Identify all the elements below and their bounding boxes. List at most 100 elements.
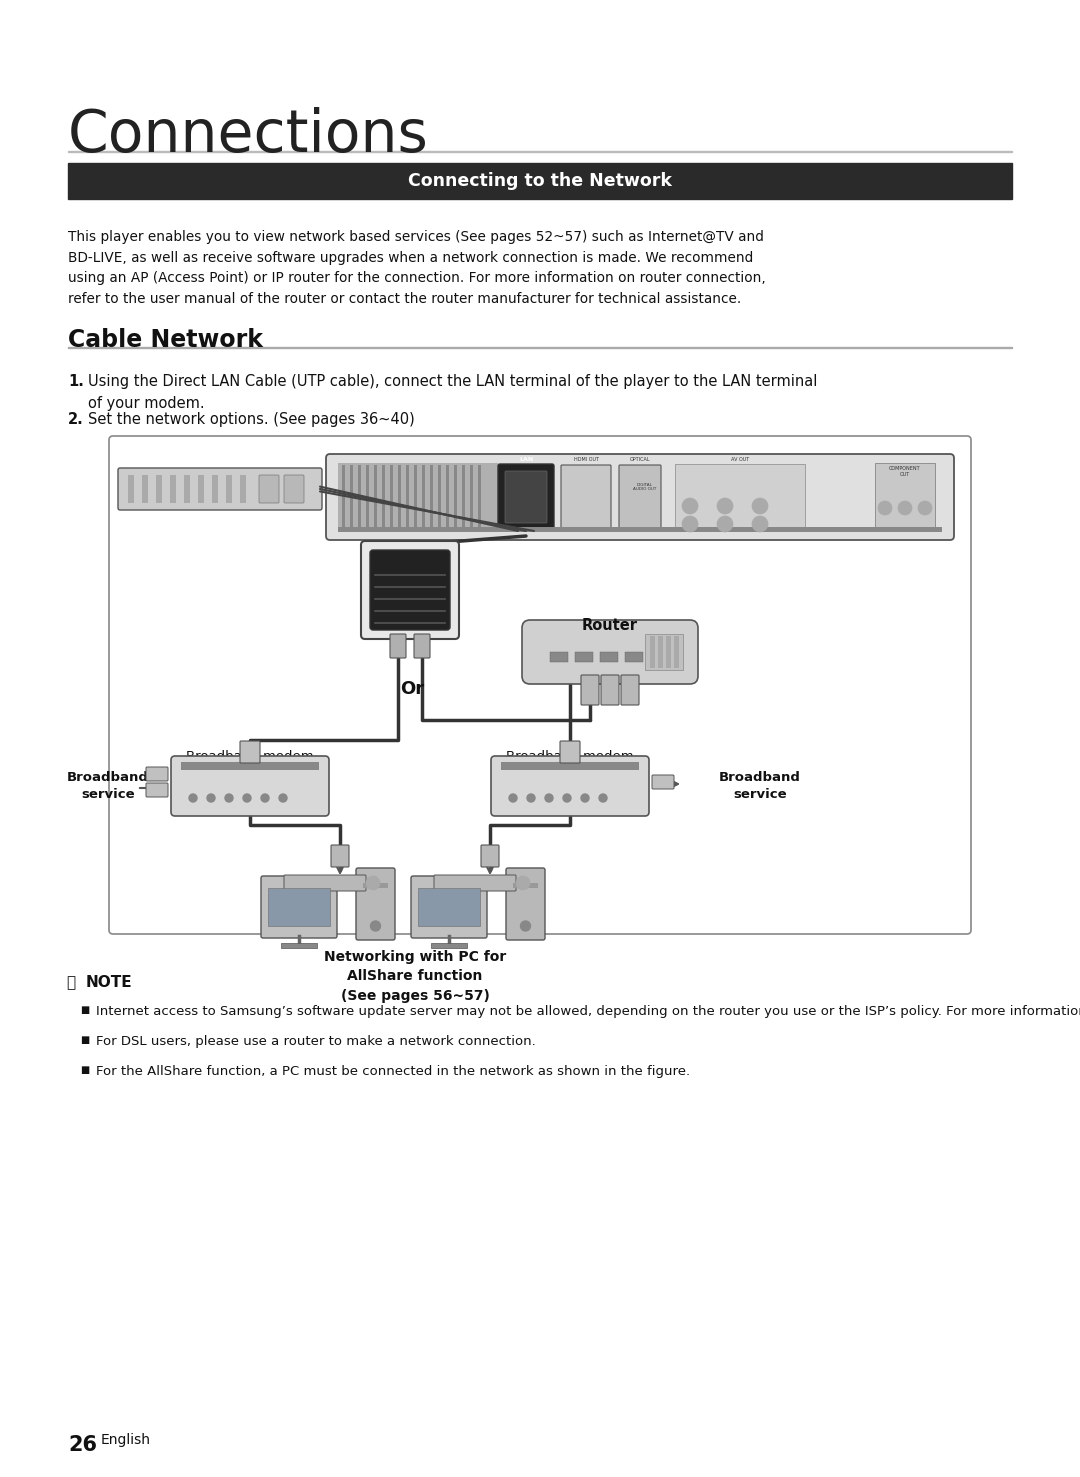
Text: English: English bbox=[102, 1433, 151, 1447]
Bar bbox=[212, 476, 218, 504]
Circle shape bbox=[599, 795, 607, 802]
Bar bbox=[875, 462, 935, 532]
Bar bbox=[342, 465, 345, 529]
Bar bbox=[382, 465, 384, 529]
Bar bbox=[226, 476, 232, 504]
FancyBboxPatch shape bbox=[619, 465, 661, 529]
FancyBboxPatch shape bbox=[259, 476, 279, 504]
Text: ■: ■ bbox=[80, 1035, 90, 1046]
Circle shape bbox=[897, 501, 912, 515]
Circle shape bbox=[279, 795, 287, 802]
Bar bbox=[338, 462, 498, 532]
Bar bbox=[141, 476, 148, 504]
Bar bbox=[666, 637, 671, 668]
Text: Internet access to Samsung’s software update server may not be allowed, dependin: Internet access to Samsung’s software up… bbox=[96, 1004, 1080, 1018]
FancyBboxPatch shape bbox=[414, 634, 430, 657]
Bar bbox=[513, 883, 538, 888]
Text: Cable Network: Cable Network bbox=[68, 328, 264, 352]
FancyBboxPatch shape bbox=[481, 845, 499, 867]
FancyBboxPatch shape bbox=[491, 756, 649, 815]
FancyBboxPatch shape bbox=[522, 620, 698, 684]
FancyBboxPatch shape bbox=[434, 874, 516, 891]
Text: Broadband
service: Broadband service bbox=[67, 771, 149, 801]
Circle shape bbox=[207, 795, 215, 802]
Text: 1.: 1. bbox=[68, 374, 84, 388]
FancyBboxPatch shape bbox=[330, 845, 349, 867]
Circle shape bbox=[366, 876, 380, 891]
FancyBboxPatch shape bbox=[498, 464, 554, 530]
Circle shape bbox=[189, 795, 197, 802]
Text: NOTE: NOTE bbox=[86, 975, 133, 990]
Circle shape bbox=[545, 795, 553, 802]
FancyBboxPatch shape bbox=[356, 868, 395, 939]
FancyBboxPatch shape bbox=[171, 756, 329, 815]
Bar bbox=[170, 476, 176, 504]
Text: Broadband
service: Broadband service bbox=[719, 771, 801, 801]
Bar bbox=[454, 465, 457, 529]
FancyBboxPatch shape bbox=[561, 741, 580, 764]
FancyBboxPatch shape bbox=[326, 453, 954, 541]
FancyBboxPatch shape bbox=[261, 876, 337, 938]
Bar bbox=[422, 465, 426, 529]
Bar bbox=[438, 465, 441, 529]
FancyBboxPatch shape bbox=[652, 775, 674, 789]
Text: LAN: LAN bbox=[518, 456, 534, 462]
Bar bbox=[414, 465, 417, 529]
Bar bbox=[363, 883, 388, 888]
Bar bbox=[68, 162, 1012, 199]
Circle shape bbox=[243, 795, 251, 802]
Circle shape bbox=[521, 922, 530, 931]
FancyBboxPatch shape bbox=[118, 468, 322, 510]
FancyBboxPatch shape bbox=[600, 675, 619, 705]
Bar bbox=[575, 651, 593, 662]
Text: Router: Router bbox=[582, 617, 638, 634]
FancyBboxPatch shape bbox=[284, 476, 303, 504]
Bar bbox=[184, 476, 190, 504]
Bar bbox=[129, 476, 134, 504]
Bar bbox=[281, 942, 318, 948]
Bar bbox=[366, 465, 369, 529]
Circle shape bbox=[370, 922, 380, 931]
Circle shape bbox=[752, 515, 768, 532]
FancyBboxPatch shape bbox=[146, 767, 168, 781]
Bar bbox=[350, 465, 353, 529]
Text: COMPONENT
OUT: COMPONENT OUT bbox=[889, 467, 921, 477]
Bar bbox=[68, 347, 1012, 349]
Text: Broadband modem: Broadband modem bbox=[507, 750, 634, 764]
Text: HDMI OUT: HDMI OUT bbox=[573, 456, 598, 462]
Bar bbox=[645, 634, 683, 671]
Bar bbox=[338, 527, 942, 532]
Text: Using the Direct LAN Cable (UTP cable), connect the LAN terminal of the player t: Using the Direct LAN Cable (UTP cable), … bbox=[87, 374, 818, 411]
Text: Connections: Connections bbox=[68, 106, 429, 164]
Bar bbox=[600, 651, 618, 662]
FancyBboxPatch shape bbox=[411, 876, 487, 938]
FancyBboxPatch shape bbox=[507, 868, 545, 939]
Text: 26: 26 bbox=[68, 1436, 97, 1455]
Text: Or: Or bbox=[400, 679, 424, 699]
Bar bbox=[446, 465, 449, 529]
Bar bbox=[650, 651, 669, 662]
Circle shape bbox=[681, 515, 698, 532]
Bar bbox=[68, 151, 1012, 152]
Bar bbox=[156, 476, 162, 504]
FancyBboxPatch shape bbox=[581, 675, 599, 705]
Bar bbox=[399, 465, 401, 529]
Bar bbox=[674, 637, 679, 668]
Circle shape bbox=[717, 515, 733, 532]
FancyBboxPatch shape bbox=[146, 783, 168, 798]
Bar bbox=[431, 942, 467, 948]
Text: DIGITAL
AUDIO OUT: DIGITAL AUDIO OUT bbox=[633, 483, 657, 492]
Bar bbox=[418, 888, 480, 926]
Text: 2.: 2. bbox=[68, 412, 84, 427]
FancyBboxPatch shape bbox=[390, 634, 406, 657]
Text: OPTICAL: OPTICAL bbox=[630, 456, 650, 462]
FancyBboxPatch shape bbox=[621, 675, 639, 705]
Text: For DSL users, please use a router to make a network connection.: For DSL users, please use a router to ma… bbox=[96, 1035, 536, 1049]
Bar bbox=[198, 476, 204, 504]
Bar bbox=[650, 637, 654, 668]
Text: Broadband modem
(with integrated router): Broadband modem (with integrated router) bbox=[171, 750, 329, 780]
Bar bbox=[268, 888, 330, 926]
Circle shape bbox=[516, 876, 530, 891]
Circle shape bbox=[225, 795, 233, 802]
Text: Set the network options. (See pages 36~40): Set the network options. (See pages 36~4… bbox=[87, 412, 415, 427]
